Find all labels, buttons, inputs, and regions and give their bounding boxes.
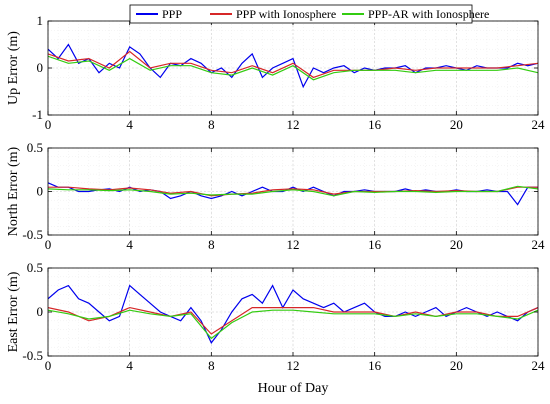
- x-tick-label: 0: [45, 237, 52, 252]
- y-tick-label: 0: [37, 60, 44, 75]
- x-tick-label: 12: [287, 358, 300, 373]
- x-tick-label: 12: [287, 237, 300, 252]
- x-tick-label: 16: [368, 358, 382, 373]
- y-tick-label: 0: [37, 184, 44, 199]
- x-tick-label: 24: [532, 358, 546, 373]
- x-tick-label: 20: [450, 237, 463, 252]
- legend-entry: PPP with Ionosphere: [236, 7, 336, 21]
- x-tick-label: 20: [450, 358, 463, 373]
- x-tick-label: 24: [532, 237, 546, 252]
- x-tick-label: 4: [126, 237, 133, 252]
- x-tick-label: 8: [208, 358, 215, 373]
- x-tick-label: 24: [532, 117, 546, 132]
- x-tick-label: 8: [208, 237, 215, 252]
- y-axis-title: Up Error (m): [6, 31, 21, 105]
- x-tick-label: 20: [450, 117, 463, 132]
- x-tick-label: 0: [45, 358, 52, 373]
- x-tick-label: 0: [45, 117, 52, 132]
- x-tick-label: 12: [287, 117, 300, 132]
- x-tick-label: 4: [126, 117, 133, 132]
- y-axis-title: East Error (m): [6, 271, 21, 352]
- y-tick-label: 0.5: [27, 140, 43, 155]
- y-tick-label: -0.5: [22, 348, 43, 363]
- series-line-ppp-ar-with-ionosphere: [48, 185, 538, 197]
- x-tick-label: 4: [126, 358, 133, 373]
- y-tick-label: 0: [37, 304, 44, 319]
- x-axis-title: Hour of Day: [258, 381, 329, 396]
- legend: PPP PPP with Ionosphere PPP-AR with Ionosp…: [129, 4, 489, 24]
- series-line-ppp-with-ionosphere: [48, 306, 538, 335]
- y-tick-label: 0.5: [27, 260, 43, 275]
- y-tick-label: 1: [37, 13, 44, 28]
- series-line-ppp-ar-with-ionosphere: [48, 55, 538, 81]
- legend-box: [129, 4, 473, 24]
- series-line-ppp-ar-with-ionosphere: [48, 309, 538, 340]
- x-tick-label: 8: [208, 117, 215, 132]
- legend-entry: PPP-AR with Ionosphere: [368, 7, 489, 21]
- y-axis-title: North Error (m): [6, 146, 21, 236]
- y-tick-label: -0.5: [22, 227, 43, 242]
- legend-entry: PPP: [162, 7, 182, 21]
- x-tick-label: 16: [368, 237, 382, 252]
- series-line-ppp-with-ionosphere: [48, 50, 538, 79]
- series-line-ppp: [48, 182, 538, 206]
- x-tick-label: 16: [368, 117, 382, 132]
- series-line-ppp-with-ionosphere: [48, 186, 538, 197]
- y-tick-label: -1: [32, 107, 43, 122]
